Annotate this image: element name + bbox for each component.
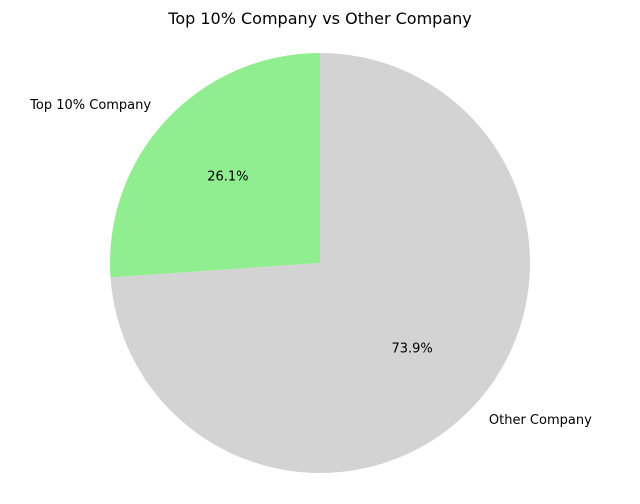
chart-title: Top 10% Company vs Other Company — [167, 9, 471, 28]
slice-category-label: Other Company — [489, 413, 592, 428]
pie-slice-2 — [110, 53, 530, 474]
pie-slice-1 — [109, 53, 320, 278]
pie-slices — [109, 53, 530, 474]
slice-percent-label: 73.9% — [391, 342, 432, 357]
pie-labels: Top 10% Company 26.1% Other Company 73.9% — [29, 98, 592, 428]
slice-category-label: Top 10% Company — [29, 98, 151, 113]
slice-percent-label: 26.1% — [207, 170, 248, 185]
